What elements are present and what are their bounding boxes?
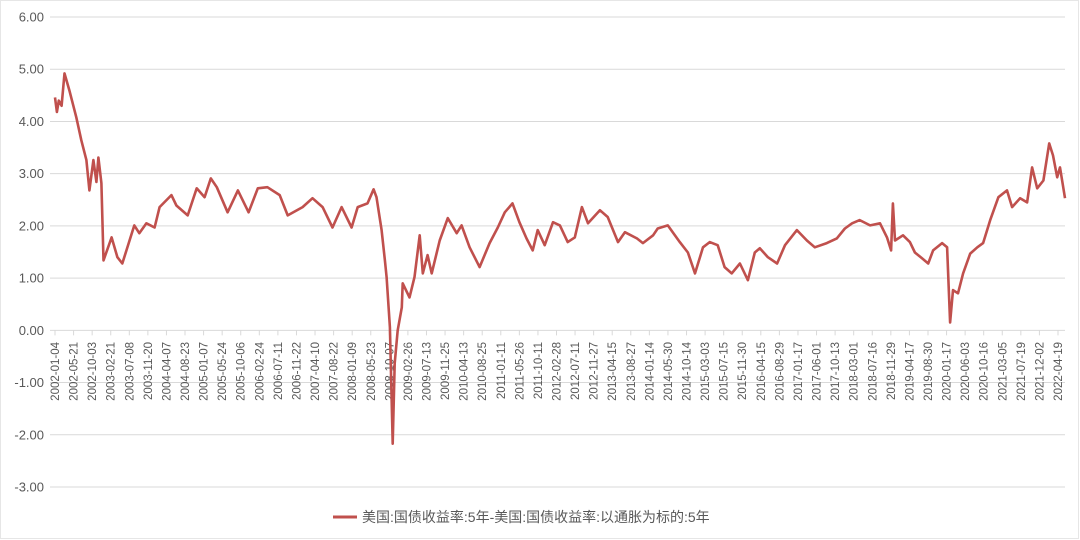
x-tick-label: 2014-10-14 bbox=[682, 341, 694, 400]
x-tick-label: 2017-10-13 bbox=[830, 342, 842, 401]
x-tick-label: 2005-05-24 bbox=[217, 341, 229, 400]
x-tick-label: 2008-05-23 bbox=[366, 342, 378, 401]
x-tick-label: 2004-04-07 bbox=[161, 342, 173, 401]
x-tick-label: 2019-04-17 bbox=[904, 342, 916, 401]
x-tick-label: 2017-01-17 bbox=[793, 342, 805, 401]
x-tick-label: 2002-01-04 bbox=[50, 341, 62, 400]
x-tick-label: 2006-02-24 bbox=[254, 341, 266, 400]
x-tick-label: 2020-01-17 bbox=[942, 342, 954, 401]
x-tick-label: 2014-01-14 bbox=[644, 341, 656, 400]
x-tick-label: 2011-01-11 bbox=[496, 342, 508, 399]
x-tick-label: 2011-05-26 bbox=[514, 342, 526, 400]
y-tick-label: 1.00 bbox=[19, 271, 44, 286]
x-tick-label: 2015-07-15 bbox=[719, 342, 731, 401]
gridlines bbox=[50, 16, 1065, 488]
y-tick-label: 0.00 bbox=[19, 323, 44, 338]
x-tick-label: 2021-03-05 bbox=[997, 342, 1009, 401]
y-tick-label: 5.00 bbox=[19, 62, 44, 77]
x-tick-label: 2011-10-11 bbox=[533, 342, 545, 399]
x-tick-label: 2003-02-21 bbox=[106, 342, 118, 401]
x-tick-label: 2006-07-11 bbox=[273, 342, 285, 400]
x-tick-label: 2005-10-06 bbox=[236, 342, 248, 401]
y-tick-label: -1.00 bbox=[14, 375, 44, 390]
x-tick-label: 2003-11-20 bbox=[143, 342, 155, 400]
x-tick-label: 2005-01-07 bbox=[199, 342, 211, 401]
x-tick-label: 2009-07-13 bbox=[421, 342, 433, 401]
x-tick-label: 2018-07-16 bbox=[867, 342, 879, 401]
x-tick-label: 2012-02-28 bbox=[552, 342, 564, 401]
x-tick-label: 2020-10-16 bbox=[979, 342, 991, 401]
y-tick-label: -3.00 bbox=[14, 480, 44, 495]
x-tick-label: 2002-10-03 bbox=[87, 342, 99, 401]
y-tick-label: 3.00 bbox=[19, 166, 44, 181]
x-tick-label: 2019-08-30 bbox=[923, 342, 935, 401]
x-tick-label: 2014-05-30 bbox=[663, 342, 675, 401]
series-line bbox=[53, 72, 1067, 446]
x-tick-label: 2004-08-23 bbox=[180, 342, 192, 401]
x-tick-label: 2009-11-25 bbox=[440, 342, 452, 400]
x-tick-label: 2006-11-22 bbox=[291, 342, 303, 400]
x-tick-label: 2020-06-03 bbox=[960, 342, 972, 401]
x-tick-label: 2008-01-09 bbox=[347, 342, 359, 401]
y-tick-label: -2.00 bbox=[14, 427, 44, 442]
x-tick-label: 2007-08-22 bbox=[329, 342, 341, 401]
x-tick-label: 2007-04-10 bbox=[310, 342, 322, 401]
x-tick-label: 2010-04-13 bbox=[459, 342, 471, 401]
x-tick-label: 2012-11-27 bbox=[589, 342, 601, 400]
x-tick-label: 2009-02-26 bbox=[403, 342, 415, 401]
x-tick-label: 2015-03-03 bbox=[700, 342, 712, 401]
y-tick-label: 6.00 bbox=[19, 10, 44, 25]
x-tick-label: 2021-07-19 bbox=[1016, 342, 1028, 401]
x-tick-label: 2018-11-29 bbox=[886, 342, 898, 400]
legend: 美国:国债收益率:5年-美国:国债收益率:以通胀为标的:5年 bbox=[333, 509, 710, 525]
x-tick-label: 2016-04-15 bbox=[756, 342, 768, 401]
series-group bbox=[53, 72, 1067, 446]
x-tick-label: 2010-08-25 bbox=[477, 342, 489, 401]
x-tick-label: 2018-03-01 bbox=[849, 342, 861, 401]
y-tick-label: 4.00 bbox=[19, 114, 44, 129]
x-tick-label: 2017-06-01 bbox=[812, 342, 824, 401]
y-axis-labels: 6.00 5.00 4.00 3.00 2.00 1.00 0.00 -1.00 -2.00 -3… bbox=[14, 10, 44, 495]
x-tick-label: 2015-11-30 bbox=[737, 342, 749, 400]
y-tick-label: 2.00 bbox=[19, 218, 44, 233]
x-tick-label: 2021-12-02 bbox=[1034, 342, 1046, 401]
x-axis-labels: 2002-01-04 2002-05-21 2002-10-03 2003-02-21… bbox=[50, 330, 1065, 401]
x-tick-label: 2012-07-11 bbox=[570, 342, 582, 400]
x-tick-label: 2002-05-21 bbox=[69, 342, 81, 401]
x-tick-label: 2013-04-15 bbox=[607, 342, 619, 401]
x-tick-label: 2003-07-08 bbox=[124, 342, 136, 401]
x-tick-label: 2013-08-27 bbox=[626, 342, 638, 401]
x-tick-label: 2016-08-29 bbox=[774, 342, 786, 401]
legend-label: 美国:国债收益率:5年-美国:国债收益率:以通胀为标的:5年 bbox=[362, 509, 710, 525]
x-tick-label: 2022-04-19 bbox=[1053, 342, 1065, 401]
